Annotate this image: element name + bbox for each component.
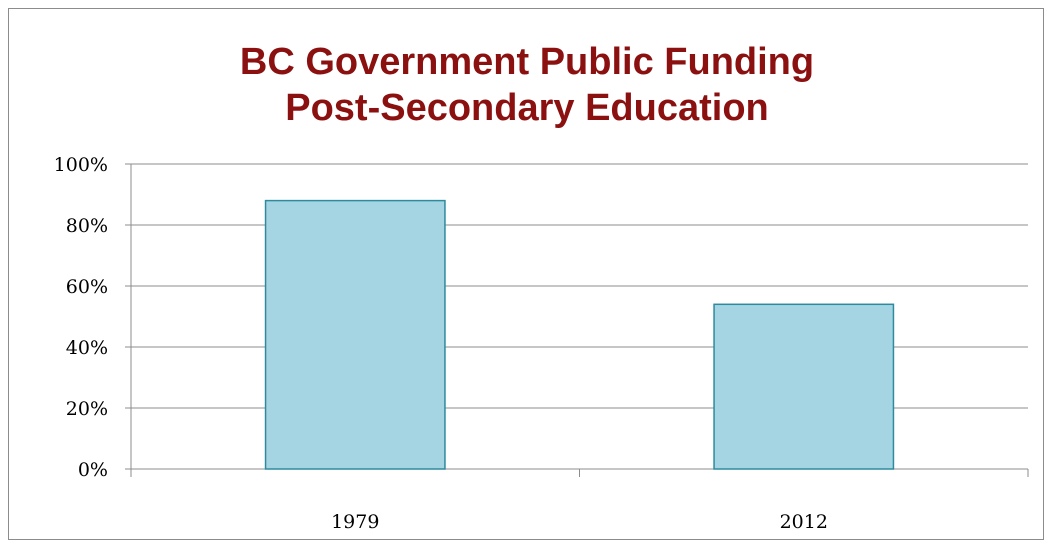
bar-2012	[713, 303, 895, 470]
y-tick-label-100: 100%	[54, 154, 108, 176]
bar-1979	[264, 199, 446, 470]
x-tick-label-2012: 2012	[780, 511, 828, 533]
x-tick-label-1979: 1979	[331, 511, 379, 533]
chart-title-line-2: Post-Secondary Education	[285, 87, 769, 129]
y-tick-label-0: 0%	[78, 459, 108, 481]
chart-title: BC Government Public Funding Post-Second…	[9, 39, 1045, 131]
y-tick-label-20: 20%	[66, 398, 108, 420]
chart-title-line-1: BC Government Public Funding	[239, 41, 815, 83]
y-tick-label-40: 40%	[66, 337, 108, 359]
y-tick-label-60: 60%	[66, 276, 108, 298]
y-tick-label-80: 80%	[66, 215, 108, 237]
chart-frame: BC Government Public Funding Post-Second…	[8, 8, 1044, 540]
